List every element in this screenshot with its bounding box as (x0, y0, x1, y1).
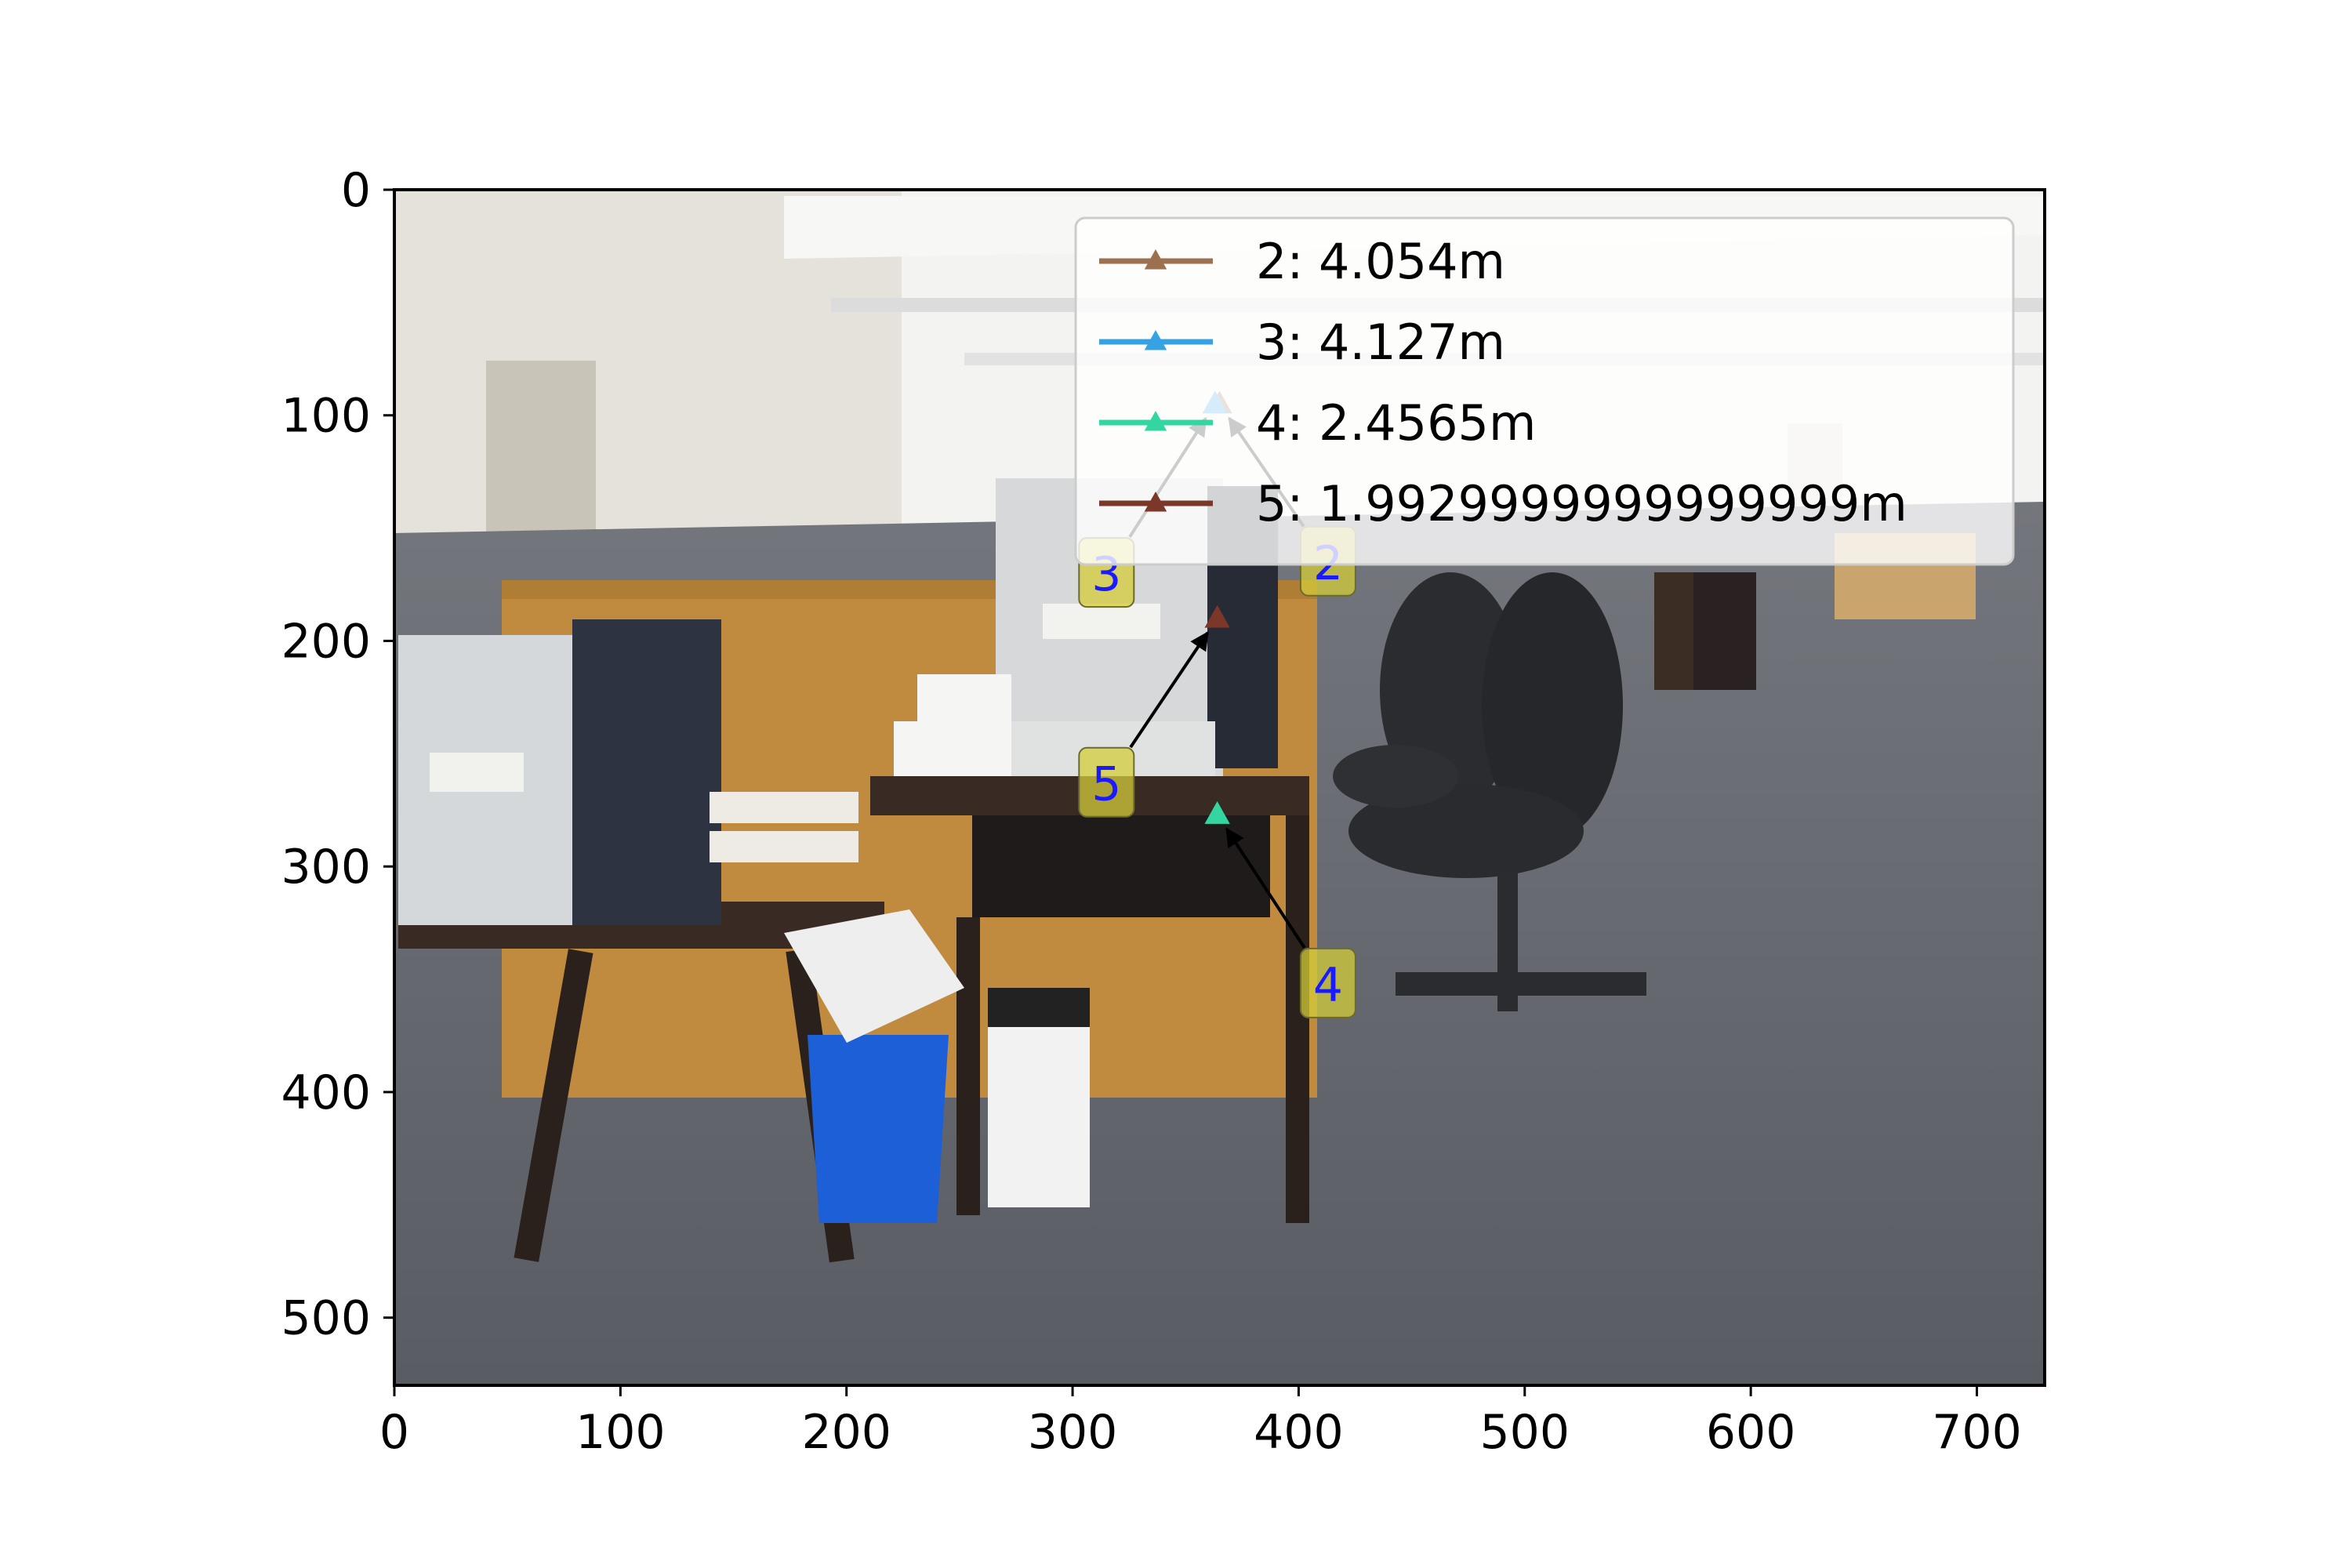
legend-entry-3: 3: 4.127m (1256, 314, 1505, 371)
x-tick-label: 100 (575, 1405, 666, 1460)
legend-box (1074, 216, 2015, 566)
x-tick-label: 400 (1254, 1405, 1344, 1460)
annotation-label-4: 4 (1313, 958, 1343, 1013)
annotation-arrow-4 (1225, 827, 1306, 949)
annotation-box-4 (1299, 947, 1356, 1018)
annotation-box-5 (1078, 746, 1135, 818)
x-tick-label: 500 (1480, 1405, 1570, 1460)
y-tick-label: 400 (281, 1065, 371, 1120)
y-tick-label: 500 (281, 1291, 371, 1346)
y-tick-label: 100 (281, 389, 371, 444)
x-tick-label: 0 (379, 1405, 409, 1460)
legend-marker-5 (1144, 492, 1167, 512)
x-tick-label: 600 (1706, 1405, 1796, 1460)
legend-marker-2 (1144, 249, 1167, 270)
y-tick-label: 300 (281, 840, 371, 895)
legend-marker-3 (1144, 330, 1167, 350)
plot-frame (393, 188, 2046, 1387)
annotation-arrow-5 (1129, 630, 1209, 749)
marker-point-4 (1204, 801, 1230, 824)
y-tick-label: 200 (281, 614, 371, 669)
legend: 2: 4.054m 3: 4.127m 4: 2.4565m 5: 1.9929999… (1074, 216, 2015, 566)
legend-marker-4 (1144, 411, 1167, 431)
marker-point-5 (1204, 604, 1230, 628)
x-tick-label: 200 (801, 1405, 891, 1460)
y-tick-label: 0 (341, 163, 371, 218)
x-axis-ticks: 0 100 200 300 400 500 600 700 (379, 1385, 2022, 1460)
x-tick-label: 700 (1932, 1405, 2022, 1460)
x-tick-label: 300 (1028, 1405, 1118, 1460)
legend-entry-4: 4: 2.4565m (1256, 394, 1536, 452)
y-axis-ticks: 0 100 200 300 400 500 (281, 163, 394, 1346)
annotation-label-5: 5 (1091, 757, 1121, 812)
legend-entry-2: 2: 4.054m (1256, 233, 1505, 290)
legend-entry-5: 5: 1.9929999999999999m (1256, 475, 1907, 532)
